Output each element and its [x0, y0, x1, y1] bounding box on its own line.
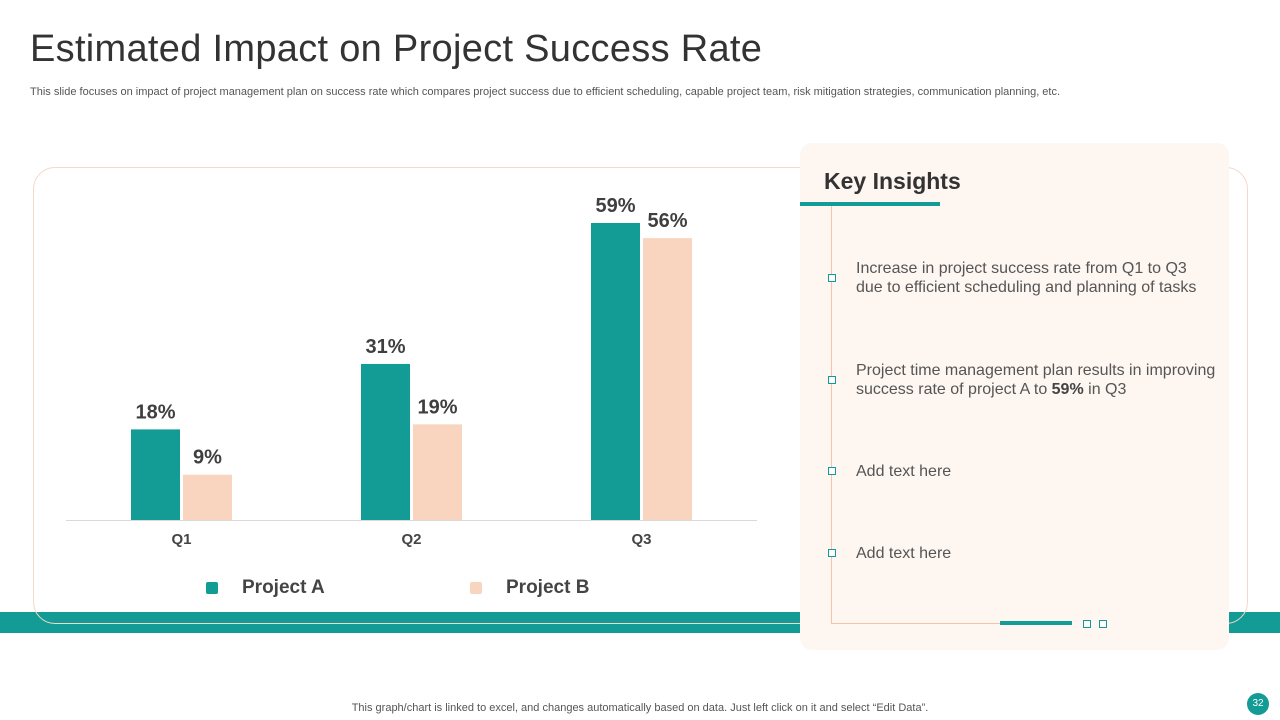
bullet-marker	[828, 467, 836, 475]
insight-text: Increase in project success rate from Q1…	[856, 260, 1197, 296]
panel-footer-square	[1099, 620, 1107, 628]
data-label: 18%	[135, 401, 175, 423]
panel-footer-bar	[1000, 621, 1072, 625]
bar-chart[interactable]: 18% 9% Q1 31% 19% Q2 59% 56% Q3	[0, 0, 800, 620]
page-number: 32	[1247, 693, 1269, 715]
data-label: 59%	[595, 195, 635, 217]
bar-q3-project-b[interactable]	[643, 238, 692, 521]
x-tick-label: Q3	[631, 531, 651, 548]
insight-text: Project time management plan results in …	[856, 362, 1216, 398]
bar-q1-project-a[interactable]	[131, 429, 180, 520]
slide-subtitle: This slide focuses on impact of project …	[30, 86, 1061, 98]
bar-q2-project-b[interactable]	[413, 424, 462, 520]
legend-label-project-b: Project B	[506, 577, 590, 598]
key-insights-panel: Key Insights Increase in project success…	[800, 143, 1229, 650]
bullet-marker	[828, 274, 836, 282]
footer-note: This graph/chart is linked to excel, and…	[351, 702, 929, 714]
panel-bottom-line	[831, 623, 1001, 624]
data-label: 56%	[647, 210, 687, 232]
legend-item-project-a: Project A	[206, 577, 325, 599]
data-label: 9%	[193, 447, 222, 469]
data-label: 31%	[365, 336, 405, 358]
panel-vertical-line	[831, 206, 832, 624]
bullet-marker	[828, 549, 836, 557]
bar-q2-project-a[interactable]	[361, 363, 410, 520]
insight-highlight: 59%	[1051, 381, 1084, 398]
insight-text[interactable]: Add text here	[856, 463, 952, 480]
slide-title: Estimated Impact on Project Success Rate	[30, 28, 763, 70]
insight-text[interactable]: Add text here	[856, 545, 952, 562]
bullet-marker	[828, 376, 836, 384]
legend-swatch-project-a	[206, 582, 218, 594]
data-label: 19%	[417, 396, 457, 418]
chart-frame	[33, 167, 1248, 624]
bar-q3-project-a[interactable]	[591, 223, 640, 520]
legend-swatch-project-b	[470, 582, 482, 594]
x-tick-label: Q1	[171, 531, 191, 548]
title-underline	[800, 202, 940, 206]
legend-label-project-a: Project A	[242, 577, 325, 598]
legend-item-project-b: Project B	[470, 577, 589, 599]
key-insights-title: Key Insights	[824, 168, 961, 194]
x-tick-label: Q2	[401, 531, 421, 548]
panel-footer-square	[1083, 620, 1091, 628]
bar-q1-project-b[interactable]	[183, 474, 232, 520]
